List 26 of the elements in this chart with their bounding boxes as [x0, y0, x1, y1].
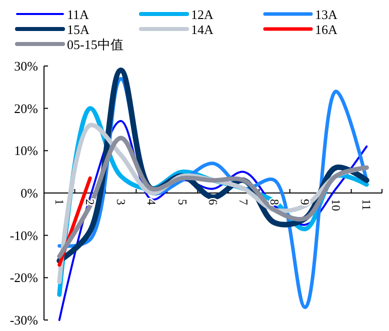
y-tick-label: 30% — [14, 58, 38, 74]
x-tick-label: 4 — [144, 199, 159, 205]
legend-label: 05-15中值 — [67, 37, 124, 52]
y-tick-label: -20% — [10, 270, 38, 286]
legend-label: 11A — [67, 7, 90, 22]
y-tick-label: -10% — [10, 228, 38, 243]
x-tick-label: 8 — [267, 199, 282, 205]
x-tick-label: 7 — [236, 199, 251, 205]
legend-label: 16A — [315, 22, 338, 37]
y-tick-label: -30% — [10, 312, 38, 328]
y-tick-label: 20% — [14, 100, 38, 116]
x-tick-label: 9 — [298, 199, 312, 205]
line-series — [57, 136, 369, 259]
x-tick-label: 5 — [175, 199, 190, 205]
legend-label: 13A — [315, 7, 338, 22]
legend-label: 15A — [67, 22, 90, 37]
x-tick-label: 3 — [114, 199, 128, 205]
y-tick-label: 10% — [14, 143, 38, 158]
legend-label: 14A — [191, 22, 214, 37]
x-tick-label: 1 — [52, 199, 66, 205]
x-tick-label: 6 — [206, 199, 220, 205]
x-tick-label: 10 — [328, 199, 343, 211]
legend-label: 12A — [191, 7, 214, 22]
y-tick-label: 0% — [20, 186, 38, 200]
x-tick-label: 11 — [360, 199, 374, 211]
x-tick-label: 2 — [83, 199, 98, 205]
